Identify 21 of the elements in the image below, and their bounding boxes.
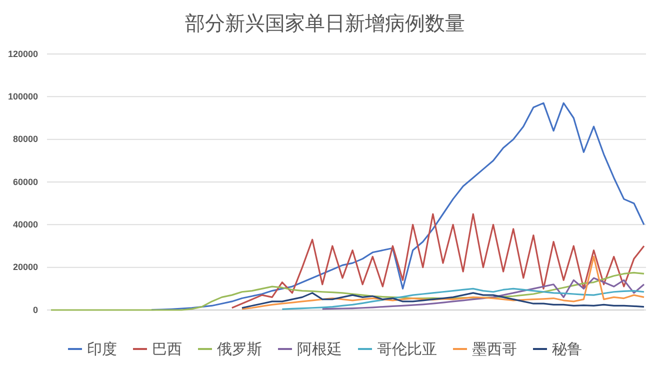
legend-label: 俄罗斯 [217,340,262,358]
line-series [231,213,645,309]
y-tick-label: 60000 [12,176,38,187]
y-tick-label: 20000 [12,262,38,272]
line-series [241,256,645,310]
chart-title: 部分新兴国家单日新增病例数量 [185,11,465,35]
legend-label: 墨西哥 [472,340,517,358]
y-tick-label: 80000 [12,134,38,144]
line-series [281,288,645,310]
legend-label: 哥伦比亚 [377,340,437,358]
line-series [50,272,645,311]
y-tick-label: 120000 [8,48,38,59]
line-series [322,277,645,310]
y-tick-label: 100000 [8,92,38,102]
legend-label: 阿根廷 [297,340,342,358]
y-tick-label: 40000 [12,220,38,230]
legend-label: 巴西 [152,340,182,358]
legend-label: 印度 [87,340,117,358]
legend-label: 秘鲁 [552,340,582,358]
y-tick-label: 0 [32,304,38,315]
line-series [241,292,645,309]
